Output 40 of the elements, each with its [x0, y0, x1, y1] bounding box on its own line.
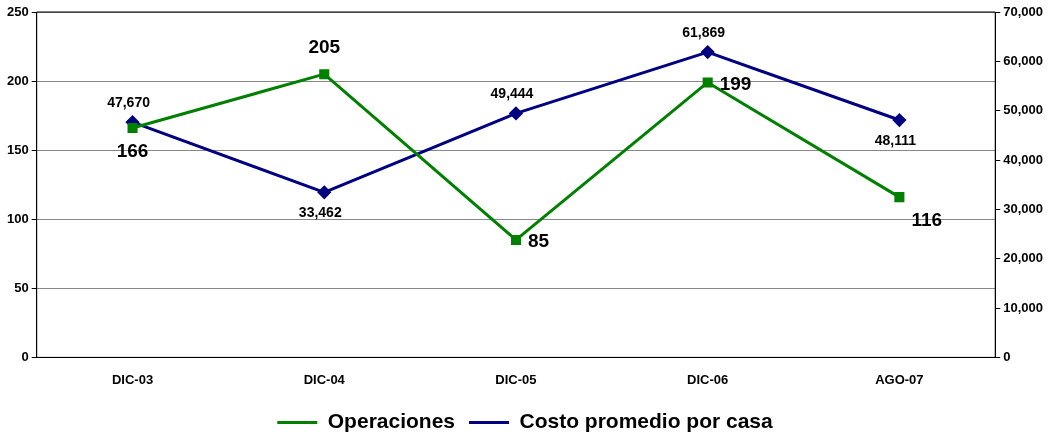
legend-label: Operaciones [327, 409, 456, 433]
data-label: 205 [308, 36, 341, 58]
data-label: 33,462 [298, 204, 342, 221]
y-tick-label: 250 [6, 3, 29, 19]
x-tick-label: DIC-03 [111, 371, 154, 387]
point [127, 123, 138, 134]
data-label: 85 [527, 230, 550, 252]
y-tick-label: 0 [21, 348, 29, 364]
legend-label: Costo promedio por casa [519, 409, 774, 433]
y2-tick-label: 10,000 [1003, 299, 1043, 315]
data-label: 48,111 [874, 131, 917, 148]
y2-tick-label: 20,000 [1003, 250, 1043, 266]
y2-tick-label: 40,000 [1003, 151, 1043, 167]
point [702, 77, 713, 88]
point [894, 192, 905, 203]
point [892, 113, 906, 127]
data-label: 47,670 [107, 94, 151, 111]
y-tick-label: 100 [6, 210, 29, 226]
point [317, 185, 331, 199]
x-tick-label: DIC-05 [495, 371, 537, 387]
y2-tick-label: 0 [1003, 348, 1011, 364]
y-tick-label: 200 [6, 72, 29, 88]
data-label: 166 [116, 140, 149, 162]
data-label: 199 [719, 72, 752, 94]
y2-tick-label: 60,000 [1003, 52, 1043, 68]
y2-tick-label: 30,000 [1003, 200, 1043, 216]
point [701, 45, 715, 59]
data-label: 49,444 [490, 85, 534, 102]
point [509, 106, 523, 120]
x-tick-label: DIC-06 [687, 371, 729, 387]
point [319, 69, 330, 80]
y2-tick-label: 70,000 [1003, 3, 1043, 19]
data-label: 61,869 [682, 23, 726, 40]
x-tick-label: AGO-07 [875, 371, 924, 387]
y-tick-label: 150 [6, 141, 29, 157]
x-tick-label: DIC-04 [303, 371, 346, 387]
y2-tick-label: 50,000 [1003, 102, 1043, 118]
y-tick-label: 50 [14, 279, 29, 295]
point [510, 234, 521, 245]
data-label: 116 [911, 209, 943, 231]
